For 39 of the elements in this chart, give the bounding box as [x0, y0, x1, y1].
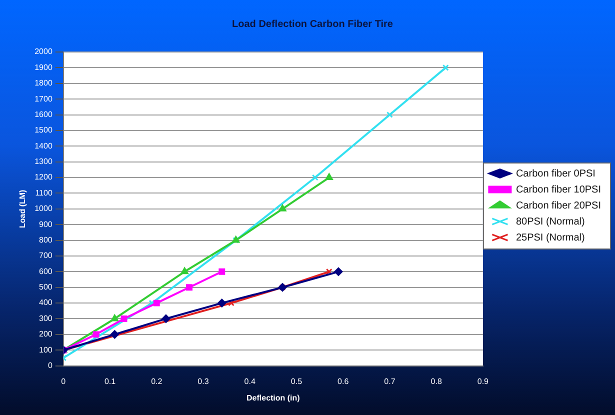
y-tick-label: 600: [39, 266, 53, 276]
y-tick-label: 1900: [34, 62, 53, 72]
legend-label: Carbon fiber 20PSI: [516, 200, 602, 212]
y-axis-title: Load (LM): [18, 189, 28, 228]
x-tick-label: 0.2: [151, 376, 163, 386]
x-tick-label: 0.1: [104, 376, 116, 386]
y-tick-label: 300: [39, 314, 53, 323]
y-tick-label: 800: [39, 235, 53, 244]
x-axis-title: Deflection (in): [246, 393, 300, 402]
y-tick-label: 100: [39, 345, 53, 354]
x-tick-label: 0.7: [384, 376, 396, 386]
y-tick-label: 0: [48, 361, 53, 370]
y-tick-label: 1400: [34, 141, 53, 150]
x-tick-label: 0.8: [430, 376, 442, 386]
y-tick-label: 1200: [34, 172, 53, 182]
y-tick-label: 1300: [34, 157, 53, 166]
y-tick-label: 1500: [34, 126, 53, 135]
legend-label: Carbon fiber 10PSI: [516, 184, 602, 196]
x-tick-label: 0.6: [338, 376, 350, 386]
y-tick-label: 500: [39, 282, 53, 292]
x-tick-label: 0.5: [290, 376, 303, 386]
y-tick-label: 900: [39, 220, 53, 229]
legend-label: Carbon fiber 0PSI: [516, 168, 596, 180]
y-tick-label: 1800: [34, 78, 53, 88]
y-tick-label: 1600: [34, 110, 53, 119]
x-tick-label: 0.9: [477, 376, 490, 386]
chart-title: Load Deflection Carbon Fiber Tire: [232, 18, 394, 30]
y-tick-label: 1000: [34, 204, 53, 214]
y-tick-label: 1700: [34, 94, 53, 104]
x-tick-label: 0.4: [244, 376, 256, 386]
x-tick-label: 0: [61, 376, 66, 386]
legend-label: 25PSI (Normal): [516, 232, 585, 244]
y-tick-label: 700: [39, 251, 53, 260]
y-tick-label: 200: [39, 330, 53, 339]
x-tick-label: 0.3: [198, 376, 210, 386]
y-tick-label: 1100: [35, 188, 53, 198]
y-tick-label: 2000: [34, 47, 53, 56]
legend-label: 80PSI (Normal): [516, 216, 585, 228]
y-tick-label: 400: [39, 298, 53, 308]
